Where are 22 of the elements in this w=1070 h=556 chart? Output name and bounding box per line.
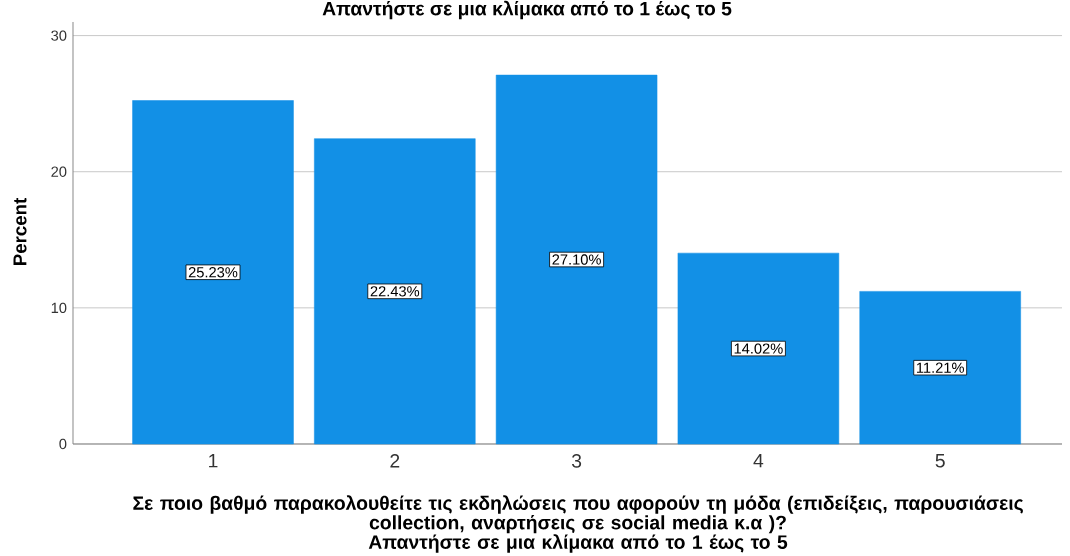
chart-title: Απαντήστε σε μια κλίμακα από το 1 έως το 5 bbox=[322, 0, 732, 20]
y-axis-title: Percent bbox=[13, 197, 27, 265]
bar bbox=[132, 100, 294, 445]
y-tick-label: 10 bbox=[51, 302, 67, 314]
x-tick-label: 3 bbox=[571, 454, 582, 468]
x-tick-label: 2 bbox=[390, 454, 400, 468]
y-tick-label: 0 bbox=[59, 438, 67, 450]
x-tick-label: 4 bbox=[753, 454, 764, 468]
bar bbox=[314, 138, 476, 445]
data-label: 14.02% bbox=[734, 343, 783, 354]
bar bbox=[495, 74, 658, 445]
y-tick-label: 30 bbox=[51, 30, 67, 41]
bar bbox=[859, 291, 1021, 445]
bar bbox=[677, 252, 840, 445]
data-label: 27.10% bbox=[552, 254, 601, 265]
x-axis-title: Σε ποιο βαθμό παρακολουθείτε τις εκδηλώσεις που αφορούν τη μόδα (επιδείξεις, παρουσιάσεις collection, αναρτήσεις σε social media κ.α )? Απαντήστε σε μια κλίμακα από το 1 έως το 5 bbox=[133, 495, 1023, 553]
data-label: 25.23% bbox=[188, 267, 238, 278]
data-label: 11.21% bbox=[916, 362, 964, 373]
data-label: 22.43% bbox=[370, 286, 420, 297]
x-tick-label: 1 bbox=[209, 454, 218, 468]
x-tick-label: 5 bbox=[935, 454, 945, 468]
y-tick-label: 20 bbox=[51, 166, 67, 177]
